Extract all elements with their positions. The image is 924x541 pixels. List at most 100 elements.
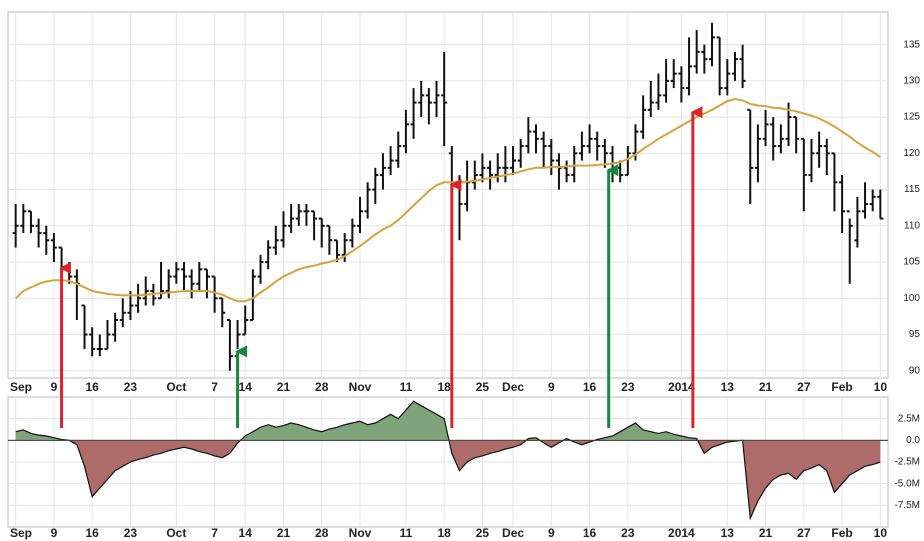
x-tick-label: 16 [583,526,597,540]
x-tick-label: 7 [211,380,218,394]
y-tick-label: 135 [903,39,920,50]
x-tick-label: 10 [874,380,888,394]
ohlc-bar [624,146,631,177]
ohlc-bar [793,116,800,154]
ohlc-bar [188,269,195,299]
moving-average [15,97,881,303]
ohlc-bar [142,276,149,306]
x-tick-label: 28 [315,380,329,394]
ohlc-bar [471,160,478,190]
oscillator-line [15,400,881,521]
ohlc-bar [578,131,585,161]
x-tick-label: 27 [797,526,811,540]
ohlc-bar [119,298,126,328]
x-tick-label: Nov [349,526,372,540]
ohlc-bar [800,137,807,212]
negative-area [15,440,881,519]
ohlc-bar [379,153,386,190]
x-tick-label: 18 [437,526,451,540]
ohlc-bar [249,269,256,322]
ohlc-bar [372,167,379,205]
ohlc-bar [326,224,333,255]
ohlc-bar [716,36,723,96]
x-tick-label: 2014 [668,526,695,540]
ohlc-bar [27,210,34,234]
ohlc-bar [762,109,769,147]
ohlc-bar [211,275,218,313]
x-tick-label: 21 [277,380,291,394]
ohlc-bar [479,153,486,183]
ohlc-bar [104,320,111,351]
ohlc-bar [173,262,180,284]
x-tick-label: 10 [874,526,888,540]
x-tick-label: 28 [315,526,329,540]
ohlc-bar [770,117,777,161]
x-tick-label: 7 [211,526,218,540]
x-tick-label: 16 [583,380,597,394]
ohlc-bar [112,312,119,342]
x-tick-label: Dec [502,380,524,394]
ohlc-bar [571,146,578,183]
ohlc-bar [280,211,287,248]
ohlc-bar [203,268,210,299]
ohlc-bar [272,225,279,255]
y-tick-label: 0.0 [906,435,920,446]
x-tick-label: 13 [721,380,735,394]
x-tick-label: 23 [124,380,138,394]
ohlc-bar [877,189,884,220]
ohlc-bar [20,204,27,234]
x-tick-label: Sep [10,380,32,394]
x-tick-label: 23 [124,526,138,540]
y-tick-label: 130 [903,75,920,86]
ohlc-bar [533,124,539,154]
ohlc-bar [586,124,593,154]
ohlc-bar [226,319,233,371]
ohlc-bar [693,30,700,74]
ohlc-bar [410,88,417,139]
x-tick-label: 18 [437,380,451,394]
ohlc-bar [831,152,838,212]
x-tick-label: 9 [548,380,555,394]
ohlc-bar [357,196,363,234]
x-tick-label: Feb [831,526,852,540]
ohlc-bar [862,182,869,219]
ohlc-bar [35,218,42,248]
y-tick-label: 95 [909,329,921,340]
ohlc-bar [754,124,761,183]
ohlc-bar [854,196,861,248]
ohlc-bar [808,138,815,183]
ohlc-bar [731,51,738,81]
ohlc-bar [265,240,272,270]
x-tick-label: 23 [621,526,635,540]
x-tick-label: 21 [277,526,291,540]
ohlc-bar [502,146,509,183]
x-tick-label: Dec [502,526,524,540]
x-tick-label: 13 [721,526,735,540]
x-tick-label: 11 [400,526,413,540]
y-tick-label: -2.5M [894,457,920,468]
ohlc-bar [387,146,394,176]
ohlc-bar [510,146,517,176]
x-tick-label: 21 [759,380,773,394]
ohlc-bar [839,175,846,234]
ohlc-bar [402,109,409,154]
ohlc-bar [219,297,226,328]
ohlc-bar [777,124,784,154]
x-tick-label: 11 [400,380,413,394]
ohlc-bar [747,108,754,205]
ohlc-bar [563,160,570,183]
x-tick-label: 21 [759,526,773,540]
x-tick-label: Nov [349,380,372,394]
x-tick-label: 16 [85,526,99,540]
ohlc-bar [12,204,19,248]
ohlc-bar [670,59,677,89]
ohlc-bar [433,80,440,118]
ohlc-bar [295,204,302,226]
ohlc-bar [89,327,96,357]
x-tick-label: 2014 [668,380,695,394]
y-tick-label: 105 [903,257,920,268]
ohlc-bar [548,138,555,176]
ohlc-bar [50,233,57,263]
ohlc-bar [686,37,693,96]
y-tick-label: 120 [903,148,920,159]
